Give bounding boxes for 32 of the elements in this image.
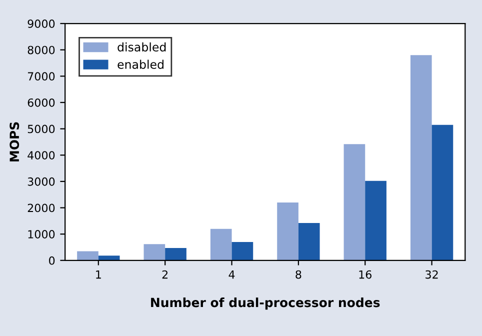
bar [432,124,454,260]
y-tick-label: 7000 [28,72,55,81]
bar [144,244,166,260]
x-tick-label: 1 [96,270,101,279]
x-tick-label: 4 [228,270,235,279]
x-tick-label: 8 [296,270,302,279]
bar [410,55,432,260]
bar [210,228,232,260]
x-tick-label: 32 [426,270,438,279]
legend-label: enabled [118,60,164,69]
x-axis-title: Number of dual-processor nodes [151,298,380,310]
y-tick-label: 5000 [28,124,55,134]
y-axis-title: MOPS [10,122,20,162]
y-tick-label: 4000 [28,151,55,160]
bar [344,144,366,260]
bar [98,256,120,260]
bar [77,251,98,260]
y-tick-label: 8000 [28,46,55,54]
y-tick-label: 9000 [28,19,55,28]
bar [277,202,298,260]
legend-label: disabled [118,42,166,52]
y-tick-label: 3000 [28,177,55,186]
y-tick-label: 6000 [28,98,55,107]
bar [365,180,386,260]
y-tick-label: 2000 [28,204,55,212]
y-tick-label: 0 [49,256,55,265]
bar [232,242,254,260]
x-tick-label: 2 [162,270,168,279]
bar [165,248,186,260]
bar [298,223,320,260]
y-tick-label: 1000 [28,230,55,238]
x-tick-label: 16 [359,270,372,279]
